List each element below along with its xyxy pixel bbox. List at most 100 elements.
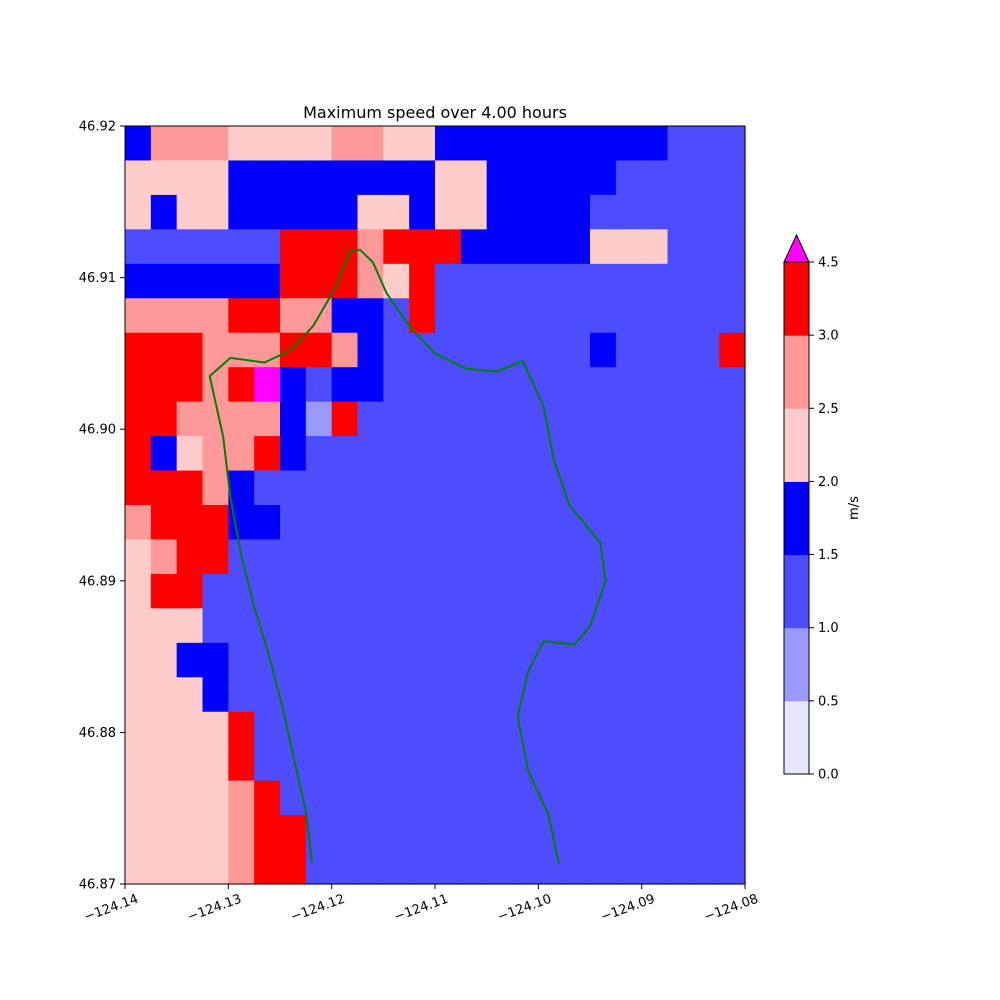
heatmap-cell [460, 194, 488, 230]
heatmap-cell [460, 436, 488, 472]
heatmap-cell [590, 229, 617, 265]
heatmap-cell [590, 780, 617, 816]
heatmap-cell [719, 126, 746, 162]
heatmap-cell [409, 470, 436, 506]
heatmap-cell [512, 332, 539, 368]
heatmap-cell [435, 332, 462, 368]
heatmap-cell [228, 470, 255, 506]
heatmap-cell [228, 298, 255, 334]
heatmap-cell [486, 642, 514, 678]
heatmap-cell [512, 160, 539, 196]
heatmap-cell [667, 711, 694, 747]
heatmap-cell [254, 263, 281, 299]
heatmap-cell [538, 677, 565, 713]
heatmap-cell [538, 539, 565, 575]
heatmap-cell [693, 677, 720, 713]
heatmap-cell [280, 401, 307, 437]
colorbar-tick-label: 3.0 [818, 329, 839, 344]
heatmap-cell [228, 332, 255, 368]
heatmap-cell [383, 642, 410, 678]
heatmap-cell [460, 815, 488, 851]
heatmap-cell [641, 746, 669, 782]
heatmap-cell [305, 436, 333, 472]
heatmap-cell [331, 711, 359, 747]
heatmap-cell [228, 194, 255, 230]
heatmap-cell [615, 332, 643, 368]
heatmap-cell [176, 746, 204, 782]
heatmap-cell [693, 815, 720, 851]
heatmap-cell [615, 711, 643, 747]
heatmap-cells [125, 126, 746, 885]
heatmap-cell [150, 263, 178, 299]
heatmap-cell [667, 539, 694, 575]
heatmap-cell [383, 367, 410, 403]
heatmap-cell [254, 815, 281, 851]
heatmap-cell [331, 298, 359, 334]
heatmap-cell [357, 436, 384, 472]
heatmap-cell [460, 126, 488, 162]
heatmap-cell [667, 608, 694, 644]
heatmap-cell [564, 194, 591, 230]
heatmap-cell [512, 711, 539, 747]
heatmap-cell [641, 367, 669, 403]
heatmap-cell [486, 780, 514, 816]
heatmap-cell [125, 711, 152, 747]
heatmap-cell [202, 194, 229, 230]
heatmap-cell [357, 746, 384, 782]
heatmap-cell [512, 367, 539, 403]
heatmap-cell [667, 401, 694, 437]
heatmap-cell [615, 539, 643, 575]
heatmap-cell [409, 849, 436, 885]
heatmap-cell [305, 505, 333, 541]
heatmap-cell [486, 332, 514, 368]
heatmap-cell [125, 470, 152, 506]
heatmap-cell [383, 780, 410, 816]
colorbar-label: m/s [847, 496, 862, 520]
heatmap-cell [641, 642, 669, 678]
heatmap-cell [280, 642, 307, 678]
heatmap-cell [719, 642, 746, 678]
heatmap-cell [564, 367, 591, 403]
heatmap-cell [486, 815, 514, 851]
heatmap-cell [667, 642, 694, 678]
heatmap-cell [254, 711, 281, 747]
heatmap-cell [357, 263, 384, 299]
heatmap-cell [667, 298, 694, 334]
heatmap-cell [150, 505, 178, 541]
heatmap-cell [125, 367, 152, 403]
heatmap-cell [409, 505, 436, 541]
heatmap-cell [202, 470, 229, 506]
heatmap-cell [435, 849, 462, 885]
heatmap-cell [641, 126, 669, 162]
heatmap-cell [125, 505, 152, 541]
heatmap-cell [125, 539, 152, 575]
colorbar-tick-label: 0.5 [818, 694, 839, 709]
heatmap-cell [435, 573, 462, 609]
heatmap-cell [460, 780, 488, 816]
heatmap-cell [615, 436, 643, 472]
heatmap-cell [383, 470, 410, 506]
heatmap-cell [409, 711, 436, 747]
heatmap-cell [486, 367, 514, 403]
heatmap-cell [228, 126, 255, 162]
heatmap-cell [409, 126, 436, 162]
heatmap-cell [280, 815, 307, 851]
heatmap-cell [280, 470, 307, 506]
heatmap-cell [280, 194, 307, 230]
heatmap-cell [383, 573, 410, 609]
heatmap-cell [435, 263, 462, 299]
heatmap-cell [719, 746, 746, 782]
heatmap-cell [150, 332, 178, 368]
heatmap-cell [150, 229, 178, 265]
heatmap-cell [641, 539, 669, 575]
heatmap-cell [176, 849, 204, 885]
heatmap-cell [280, 573, 307, 609]
heatmap-cell [202, 505, 229, 541]
heatmap-cell [176, 505, 204, 541]
colorbar-segment [784, 335, 809, 409]
heatmap-cell [719, 711, 746, 747]
heatmap-cell [615, 194, 643, 230]
heatmap-cell [383, 126, 410, 162]
heatmap-cell [150, 849, 178, 885]
heatmap-cell [331, 332, 359, 368]
